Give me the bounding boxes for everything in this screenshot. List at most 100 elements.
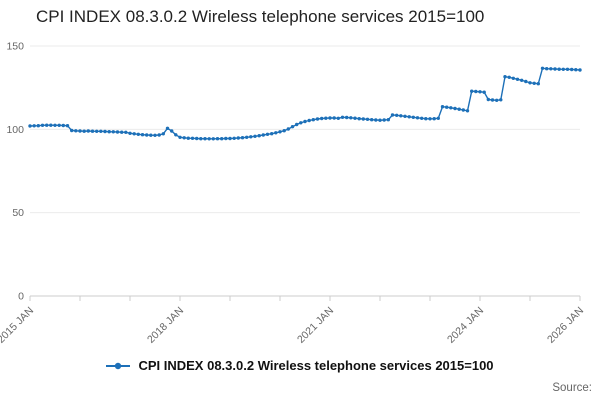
data-point-marker[interactable] [482, 90, 486, 94]
data-point-marker[interactable] [32, 124, 36, 128]
data-point-marker[interactable] [49, 123, 53, 127]
data-point-marker[interactable] [403, 114, 407, 119]
data-point-marker[interactable] [449, 106, 453, 110]
data-point-marker[interactable] [407, 115, 411, 119]
data-point-marker[interactable] [320, 116, 324, 121]
data-point-marker[interactable] [361, 117, 365, 121]
data-point-marker[interactable] [303, 119, 307, 124]
data-point-marker[interactable] [378, 118, 382, 122]
data-point-marker[interactable] [445, 105, 449, 109]
data-point-marker[interactable] [53, 123, 57, 128]
data-point-marker[interactable] [103, 129, 107, 134]
data-point-marker[interactable] [195, 136, 199, 141]
data-point-marker[interactable] [474, 89, 478, 94]
data-point-marker[interactable] [307, 118, 311, 123]
data-point-marker[interactable] [132, 132, 136, 136]
data-point-marker[interactable] [553, 67, 557, 71]
data-point-marker[interactable] [520, 78, 524, 83]
data-point-marker[interactable] [420, 116, 424, 121]
data-point-marker[interactable] [207, 137, 211, 141]
data-point-marker[interactable] [432, 117, 436, 121]
data-point-marker[interactable] [215, 137, 220, 141]
data-point-marker[interactable] [203, 137, 207, 141]
data-point-marker[interactable] [274, 131, 278, 135]
data-point-marker[interactable] [565, 67, 570, 72]
data-point-marker[interactable] [503, 75, 507, 79]
data-point-marker[interactable] [186, 136, 190, 140]
data-point-marker[interactable] [170, 129, 174, 133]
data-point-marker[interactable] [99, 129, 103, 133]
data-point-marker[interactable] [90, 129, 95, 133]
data-point-marker[interactable] [390, 113, 395, 117]
data-point-marker[interactable] [549, 67, 553, 71]
data-point-marker[interactable] [95, 129, 99, 133]
data-point-marker[interactable] [174, 133, 178, 137]
data-point-marker[interactable] [374, 118, 378, 122]
data-point-marker[interactable] [536, 82, 540, 86]
data-point-marker[interactable] [578, 68, 582, 72]
data-point-marker[interactable] [111, 130, 116, 134]
data-point-marker[interactable] [332, 116, 336, 120]
data-point-marker[interactable] [424, 117, 428, 121]
data-point-marker[interactable] [236, 136, 240, 140]
data-point-marker[interactable] [278, 130, 282, 134]
data-point-marker[interactable] [382, 118, 386, 122]
data-point-marker[interactable] [28, 124, 32, 128]
data-point-marker[interactable] [386, 118, 390, 122]
data-point-marker[interactable] [61, 123, 65, 128]
data-point-marker[interactable] [145, 133, 149, 137]
data-point-marker[interactable] [286, 127, 290, 131]
data-point-marker[interactable] [36, 124, 40, 128]
data-point-marker[interactable] [490, 98, 495, 102]
data-point-marker[interactable] [357, 117, 361, 121]
data-point-marker[interactable] [399, 114, 403, 118]
data-point-marker[interactable] [495, 98, 499, 103]
data-point-marker[interactable] [370, 118, 374, 122]
data-point-marker[interactable] [557, 67, 561, 71]
data-point-marker[interactable] [140, 133, 145, 137]
data-point-marker[interactable] [149, 133, 153, 137]
data-point-marker[interactable] [295, 122, 299, 127]
data-point-marker[interactable] [153, 133, 157, 137]
data-point-marker[interactable] [86, 129, 91, 133]
data-point-marker[interactable] [561, 67, 565, 72]
data-point-marker[interactable] [165, 126, 170, 130]
data-point-marker[interactable] [265, 132, 270, 136]
data-point-marker[interactable] [528, 81, 532, 85]
data-point-marker[interactable] [290, 125, 295, 129]
data-point-marker[interactable] [524, 79, 528, 84]
data-point-marker[interactable] [270, 132, 274, 136]
data-point-marker[interactable] [78, 129, 82, 133]
data-point-marker[interactable] [178, 135, 182, 139]
data-point-marker[interactable] [507, 75, 511, 80]
data-point-marker[interactable] [411, 115, 415, 120]
data-point-marker[interactable] [57, 123, 61, 128]
data-point-marker[interactable] [220, 137, 224, 141]
data-point-marker[interactable] [161, 132, 165, 136]
data-point-marker[interactable] [128, 131, 132, 135]
data-point-marker[interactable] [465, 109, 470, 113]
data-point-marker[interactable] [540, 66, 545, 71]
data-point-marker[interactable] [124, 130, 128, 134]
data-point-marker[interactable] [353, 116, 357, 120]
data-point-marker[interactable] [315, 117, 320, 121]
data-point-marker[interactable] [257, 134, 261, 138]
data-point-marker[interactable] [299, 121, 303, 125]
data-point-marker[interactable] [282, 129, 286, 133]
series-path[interactable] [29, 67, 581, 140]
data-point-marker[interactable] [395, 113, 399, 118]
data-point-marker[interactable] [107, 130, 111, 134]
data-point-marker[interactable] [253, 134, 257, 138]
data-point-marker[interactable] [74, 129, 78, 133]
data-point-marker[interactable] [486, 97, 490, 102]
data-point-marker[interactable] [440, 105, 445, 109]
data-point-marker[interactable] [40, 123, 45, 128]
data-point-marker[interactable] [311, 118, 315, 122]
data-point-marker[interactable] [261, 133, 265, 137]
data-point-marker[interactable] [199, 137, 203, 141]
data-point-marker[interactable] [120, 130, 124, 134]
data-point-marker[interactable] [436, 116, 440, 121]
data-point-marker[interactable] [45, 123, 49, 127]
data-point-marker[interactable] [224, 136, 228, 141]
data-point-marker[interactable] [453, 106, 457, 111]
